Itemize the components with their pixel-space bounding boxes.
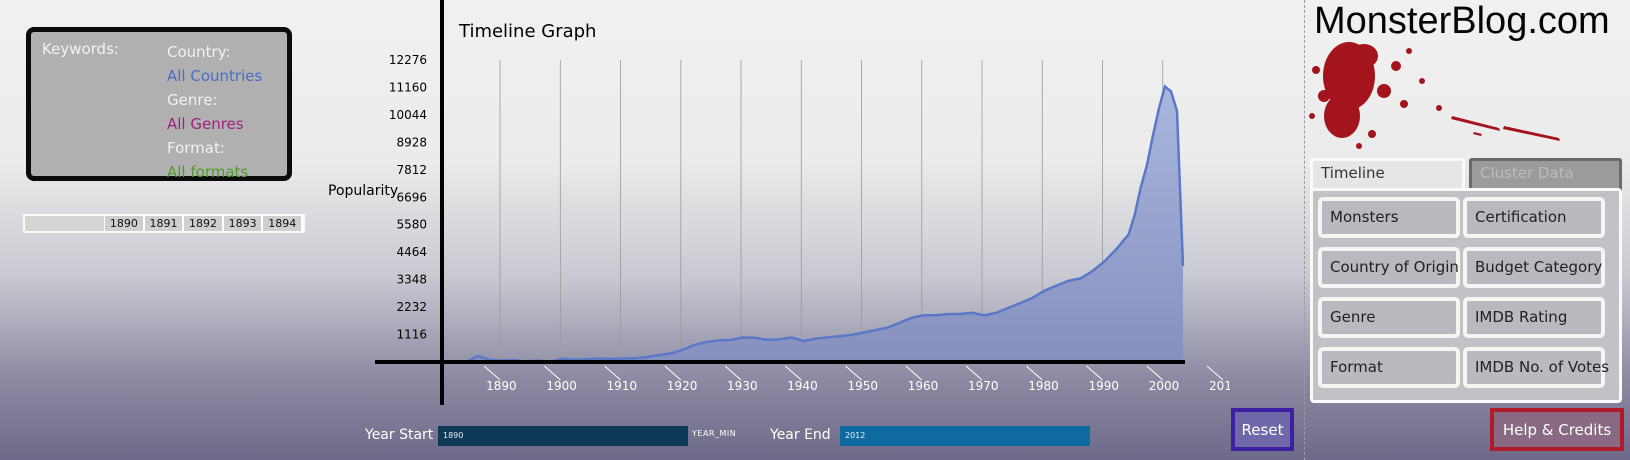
genre-label: Genre: (167, 91, 218, 109)
y-tick-label: 8928 (396, 135, 427, 149)
x-tick-mark (1206, 365, 1224, 381)
y-tick-label: 12276 (389, 53, 427, 67)
x-tick-mark (845, 365, 862, 381)
year-end-slider[interactable]: 2012 (840, 426, 1090, 446)
chart-title: Timeline Graph (459, 21, 597, 42)
year-strip-cell[interactable]: 1894 (263, 216, 303, 231)
genre-value[interactable]: All Genres (167, 115, 244, 133)
x-tick-mark (1086, 365, 1103, 381)
help-credits-button[interactable]: Help & Credits (1490, 408, 1624, 451)
x-tick-label: 1910 (607, 379, 638, 393)
year-strip-blank (25, 216, 106, 231)
x-tick-label: 1970 (968, 379, 999, 393)
x-tick-mark (1025, 365, 1043, 381)
year-strip-cell[interactable]: 1893 (223, 216, 264, 231)
reset-button[interactable]: Reset (1231, 408, 1294, 451)
x-tick-label: 1930 (727, 379, 758, 393)
blood-splatter-logo (1309, 42, 1560, 149)
x-tick-label: 1950 (848, 379, 879, 393)
x-tick-label: 1920 (667, 379, 698, 393)
format-value[interactable]: All formats (167, 163, 249, 181)
tab-timeline[interactable]: Timeline (1310, 158, 1465, 191)
x-tick-label: 1890 (486, 379, 517, 393)
popularity-area (442, 86, 1183, 362)
x-tick-mark (604, 365, 621, 381)
imdb-votes-button[interactable]: IMDB No. of Votes (1463, 347, 1609, 388)
y-tick-label: 5580 (396, 218, 427, 232)
certification-button[interactable]: Certification (1463, 197, 1605, 238)
imdb-rating-button[interactable]: IMDB Rating (1463, 297, 1605, 338)
format-button[interactable]: Format (1318, 347, 1460, 388)
y-tick-label: 2232 (396, 300, 427, 314)
year-start-label: Year Start (365, 427, 434, 443)
x-tick-mark (965, 365, 983, 381)
x-tick-label: 1940 (787, 379, 818, 393)
timeline-chart[interactable]: 1116 2232 3348 4464 5580 6696 7812 8928 10044 111… (0, 0, 1230, 410)
y-tick-label: 7812 (396, 163, 427, 177)
tab-cluster-data[interactable]: Cluster Data (1469, 158, 1622, 191)
y-tick-label: 6696 (396, 190, 427, 204)
monsters-button[interactable]: Monsters (1318, 197, 1460, 238)
x-tick-mark (784, 365, 802, 381)
x-tick-label: 2000 (1149, 379, 1180, 393)
x-tick-label: 1990 (1089, 379, 1120, 393)
x-tick-mark (905, 365, 923, 381)
x-tick-label: 1980 (1028, 379, 1059, 393)
year-strip: 1890 1891 1892 1893 1894 (23, 214, 305, 233)
x-tick-label: 1900 (546, 379, 577, 393)
year-strip-cell[interactable]: 1892 (184, 216, 224, 231)
country-label: Country: (167, 43, 231, 61)
x-tick-mark (1146, 365, 1164, 381)
y-tick-label: 10044 (389, 108, 427, 122)
country-value[interactable]: All Countries (167, 67, 263, 85)
budget-category-button[interactable]: Budget Category (1463, 247, 1605, 288)
sidebar-divider (1304, 0, 1305, 460)
x-tick-label: 1960 (908, 379, 939, 393)
year-strip-cell[interactable]: 1890 (105, 216, 145, 231)
brand-title: MonsterBlog.com (1314, 0, 1610, 42)
popularity-series-line (442, 84, 1185, 364)
y-axis-label: Popularity (328, 183, 399, 199)
y-tick-label: 4464 (396, 245, 427, 259)
year-end-label: Year End (770, 427, 831, 443)
x-tick-mark (483, 365, 501, 381)
genre-button[interactable]: Genre (1318, 297, 1460, 338)
keywords-values: Country: All Countries Genre: All Genres… (167, 40, 262, 184)
year-start-slider[interactable]: 1890 (438, 426, 688, 446)
country-of-origin-button[interactable]: Country of Origin (1318, 247, 1460, 288)
y-tick-label: 11160 (389, 80, 427, 94)
year-strip-cell[interactable]: 1891 (144, 216, 185, 231)
x-tick-mark (543, 365, 561, 381)
x-tick-mark (724, 365, 742, 381)
attribute-button-panel: Monsters Certification Country of Origin… (1310, 188, 1622, 403)
keywords-panel: Keywords: Country: All Countries Genre: … (26, 27, 292, 181)
keywords-label: Keywords: (42, 40, 119, 58)
y-tick-label: 1116 (396, 328, 427, 342)
year-min-text: YEAR_MIN (692, 429, 737, 438)
y-tick-label: 3348 (396, 273, 427, 287)
x-tick-mark (664, 365, 682, 381)
format-label: Format: (167, 139, 225, 157)
x-tick-label: 2010 (1209, 379, 1230, 393)
